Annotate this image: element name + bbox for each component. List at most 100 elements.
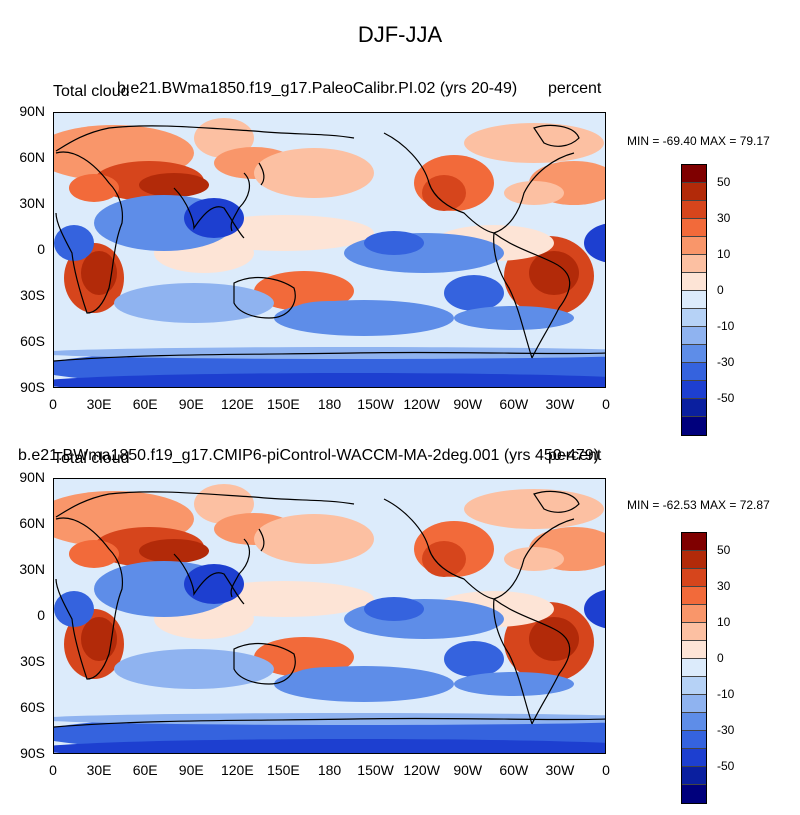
- colorbar: [681, 164, 707, 436]
- lat-tick-label: 60N: [19, 515, 45, 531]
- lon-tick-label: 150W: [357, 396, 394, 412]
- lat-tick-label: 90S: [20, 379, 45, 395]
- coastline: [54, 351, 605, 362]
- contour-region: [529, 617, 579, 661]
- lon-tick-label: 60W: [499, 396, 529, 412]
- colorbar-swatch: [682, 255, 706, 273]
- contour-region: [464, 123, 604, 163]
- colorbar-swatch: [682, 201, 706, 219]
- contour-region: [422, 541, 466, 577]
- colorbar-swatch: [682, 749, 706, 767]
- colorbar-swatch: [682, 623, 706, 641]
- case-label: b.e21.BWma1850.f19_g17.CMIP6-piControl-W…: [18, 447, 599, 464]
- coastline: [55, 125, 355, 152]
- min-max-label: MIN = -62.53 MAX = 72.87: [627, 498, 770, 512]
- contour-region: [114, 283, 274, 323]
- lat-tick-label: 90S: [20, 745, 45, 761]
- lat-tick-label: 60S: [20, 333, 45, 349]
- lat-tick-label: 0: [37, 241, 45, 257]
- lon-tick-label: 150E: [267, 762, 300, 778]
- colorbar-swatch: [682, 677, 706, 695]
- variable-label: Total cloud: [53, 450, 130, 467]
- lon-tick-label: 0: [49, 762, 57, 778]
- coastline: [233, 643, 296, 685]
- colorbar-swatch: [682, 273, 706, 291]
- coastline: [258, 528, 265, 552]
- colorbar-label: -50: [717, 759, 735, 773]
- colorbar-swatch: [682, 659, 706, 677]
- colorbar-label: -10: [717, 687, 735, 701]
- colorbar-label: 50: [717, 543, 731, 557]
- contour-region: [69, 540, 119, 568]
- colorbar-swatch: [682, 731, 706, 749]
- contour-region: [81, 617, 117, 661]
- colorbar-swatch: [682, 533, 706, 551]
- colorbar-label: 10: [717, 247, 731, 261]
- coastline: [55, 491, 355, 518]
- colorbar-swatch: [682, 327, 706, 345]
- colorbar-swatch: [682, 605, 706, 623]
- contour-region: [364, 597, 424, 621]
- lon-tick-label: 90E: [178, 396, 204, 412]
- coastline: [258, 162, 265, 186]
- contour-region: [464, 489, 604, 529]
- coastline: [233, 277, 296, 319]
- contour-region: [289, 667, 369, 691]
- lat-tick-label: 30N: [19, 561, 45, 577]
- contour-region: [139, 173, 209, 197]
- colorbar-swatch: [682, 641, 706, 659]
- anomaly-field: [54, 479, 605, 753]
- lon-tick-label: 120W: [403, 396, 440, 412]
- contour-region: [54, 739, 605, 753]
- lon-tick-label: 30W: [545, 396, 575, 412]
- contour-region: [139, 539, 209, 563]
- contour-region: [114, 649, 274, 689]
- contour-region: [504, 547, 564, 571]
- contour-region: [81, 251, 117, 295]
- colorbar-label: 0: [717, 651, 724, 665]
- colorbar-label: 0: [717, 283, 724, 297]
- contour-region: [454, 306, 574, 330]
- contour-region: [54, 225, 94, 261]
- colorbar-swatch: [682, 569, 706, 587]
- lon-tick-label: 90E: [178, 762, 204, 778]
- lon-tick-label: 30W: [545, 762, 575, 778]
- colorbar-swatch: [682, 165, 706, 183]
- coastline: [54, 717, 605, 728]
- lat-tick-label: 60N: [19, 149, 45, 165]
- contour-region: [444, 641, 504, 677]
- lat-tick-label: 90N: [19, 469, 45, 485]
- coastline: [533, 490, 580, 513]
- contour-map: [53, 478, 606, 754]
- lat-tick-label: 60S: [20, 699, 45, 715]
- coastline: [173, 187, 245, 239]
- colorbar-label: -10: [717, 319, 735, 333]
- contour-region: [254, 514, 374, 564]
- colorbar-label: 30: [717, 211, 731, 225]
- colorbar-label: -30: [717, 723, 735, 737]
- contour-region: [54, 373, 605, 387]
- map-panel-bottom: Total cloud b.e21.BWma1850.f19_g17.CMIP6…: [0, 445, 800, 815]
- coastline: [173, 553, 245, 605]
- coastline: [493, 232, 533, 359]
- colorbar-label: 10: [717, 615, 731, 629]
- lon-tick-label: 150W: [357, 762, 394, 778]
- contour-region: [289, 301, 369, 325]
- lon-tick-label: 90W: [453, 762, 483, 778]
- contour-region: [364, 231, 424, 255]
- contour-region: [444, 275, 504, 311]
- main-title: DJF-JJA: [357, 22, 443, 47]
- colorbar-label: 30: [717, 579, 731, 593]
- coastline: [493, 232, 571, 359]
- coastline: [533, 124, 580, 147]
- units-label: percent: [548, 447, 602, 464]
- variable-label: Total cloud: [53, 83, 130, 100]
- coastline: [55, 151, 124, 314]
- lon-tick-label: 180: [317, 762, 342, 778]
- map-panel-top: Total cloud b.e21.BWma1850.f19_g17.Paleo…: [0, 78, 800, 448]
- contour-region: [422, 175, 466, 211]
- contour-region: [504, 181, 564, 205]
- colorbar-swatch: [682, 381, 706, 399]
- colorbar-swatch: [682, 417, 706, 435]
- lon-tick-label: 0: [49, 396, 57, 412]
